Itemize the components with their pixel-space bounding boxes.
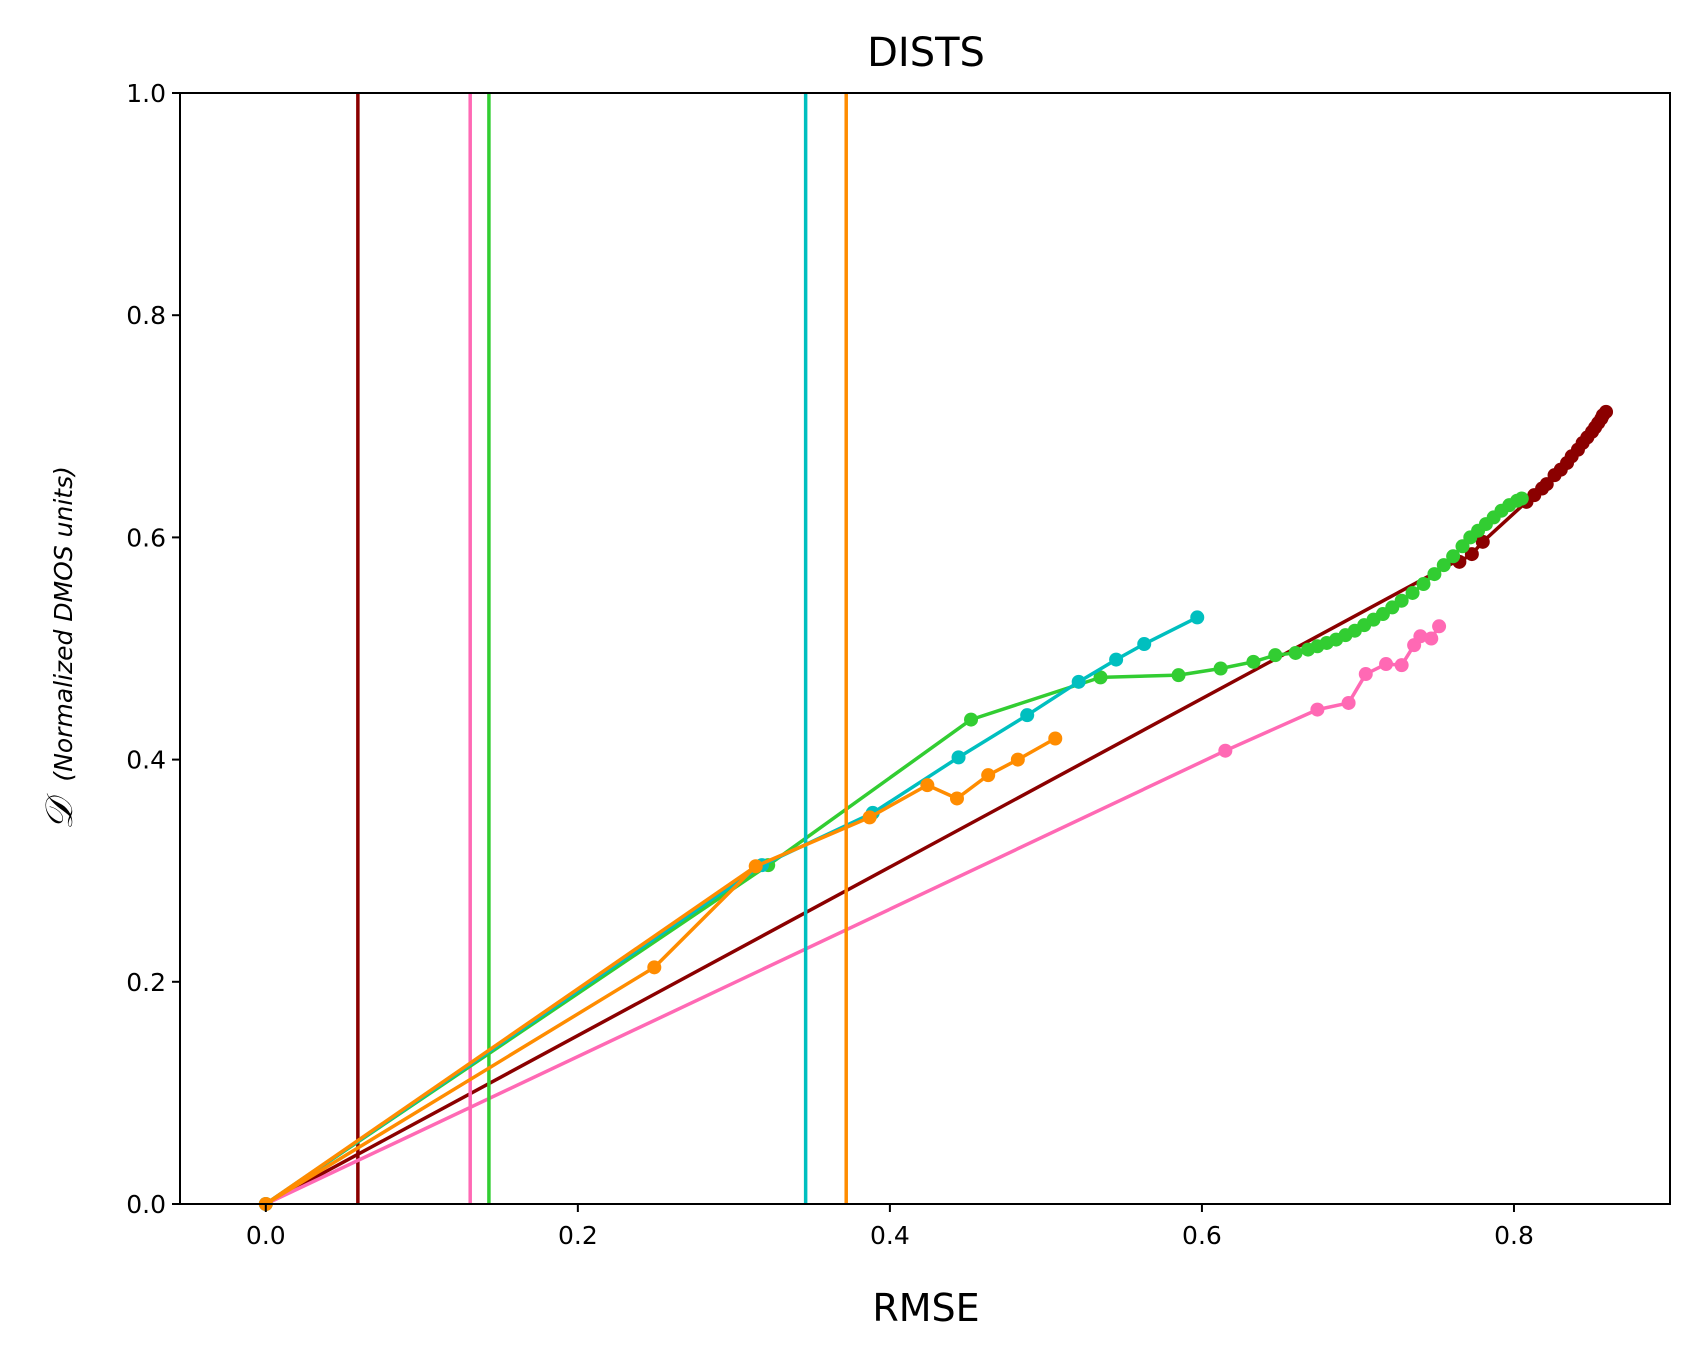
data-point [1436,558,1451,573]
data-point [1048,731,1063,746]
data-point [1599,404,1614,419]
data-point [1218,743,1233,758]
data-point [964,712,979,727]
data-point [1190,610,1205,625]
data-point [981,768,996,783]
data-point [1071,674,1086,689]
data-point [949,791,964,806]
plot-area [258,93,1614,1211]
series-2 [265,93,1447,1206]
data-point [1020,708,1035,723]
chart-title: DISTS [867,30,985,76]
data-point [1010,752,1025,767]
data-point [862,810,877,825]
y-axis-note: (Normalized DMOS units) [49,466,78,781]
x-axis-label: RMSE [872,1286,979,1330]
data-point [920,778,935,793]
x-tick-label: 0.6 [1182,1221,1222,1250]
data-point [1394,593,1409,608]
data-point [1416,577,1431,592]
data-point [1424,631,1439,646]
y-tick-label: 0.4 [126,746,166,775]
data-point [748,859,763,874]
data-point [951,750,966,765]
series-fit-line [265,749,1227,1206]
data-point [1358,667,1373,682]
data-point [1213,661,1228,676]
y-tick-label: 0.8 [126,301,166,330]
data-point [1246,654,1261,669]
data-point [1446,549,1461,564]
data-point [1514,491,1529,506]
x-tick-label: 0.8 [1494,1221,1534,1250]
axes-frame [179,92,1671,1205]
y-tick-label: 1.0 [126,79,166,108]
data-point [1310,702,1325,717]
data-point [1137,637,1152,652]
series-fit-line [264,558,1461,1206]
y-tick-label: 0.6 [126,523,166,552]
data-point [1427,567,1442,582]
y-tick-label: 0.0 [126,1190,166,1219]
x-tick-label: 0.0 [246,1221,286,1250]
x-tick-label: 0.4 [870,1221,910,1250]
data-point [1379,657,1394,672]
tick-layer: 0.0 0.2 0.4 0.6 0.8 0.0 0.2 0.4 0.6 0.8 1.0 [126,79,1534,1250]
data-point [1475,534,1490,549]
data-point [1405,585,1420,600]
x-tick-label: 0.2 [558,1221,598,1250]
data-point [1171,668,1186,683]
data-point [1093,670,1108,685]
data-point [1413,629,1428,644]
y-tick-label: 0.2 [126,968,166,997]
data-point [1109,652,1124,667]
data-point [1288,645,1303,660]
data-point [1268,648,1283,663]
data-point [1341,695,1356,710]
data-point [1464,547,1479,562]
series-5 [258,93,1063,1211]
series-fit-line [264,864,757,1206]
data-point [1394,658,1409,673]
data-point [1432,619,1447,634]
data-point [647,960,662,975]
